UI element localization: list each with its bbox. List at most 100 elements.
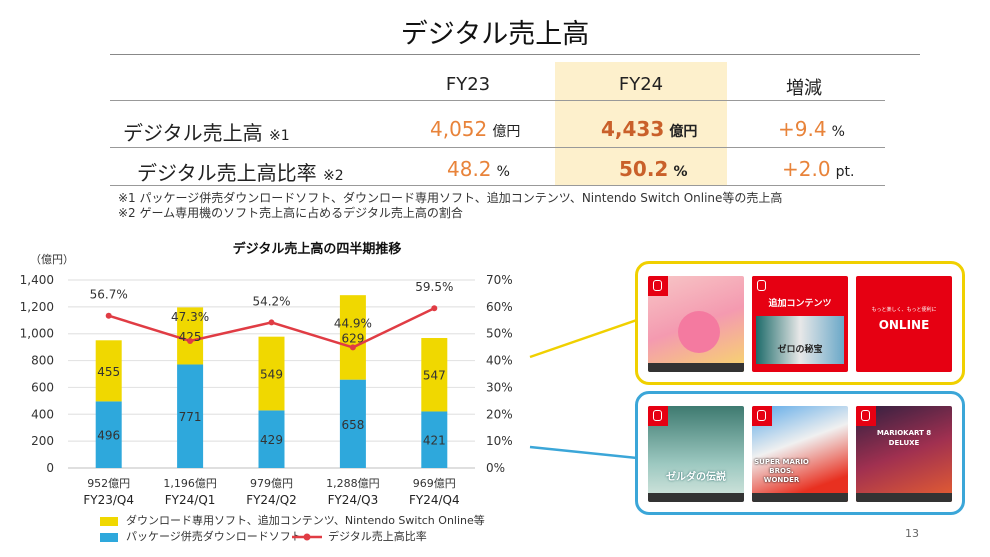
value: 48.2 (447, 157, 492, 181)
legend-label: デジタル売上高比率 (328, 530, 427, 543)
y-tick-label: 1,400 (20, 273, 54, 287)
total-label: 952億円 (87, 477, 130, 490)
bar-value-label: 455 (97, 365, 120, 379)
card-text: ゼルダの伝説 (666, 472, 726, 483)
card-footer (752, 493, 848, 502)
legend-swatch (100, 516, 118, 526)
value: +9.4 (778, 117, 827, 141)
connector-digital (529, 318, 638, 359)
note-mark: ※2 (322, 168, 344, 184)
bar-package (258, 410, 285, 468)
unit: % (673, 164, 688, 180)
change-digital-ratio: +2.0 pt. (782, 157, 855, 181)
table-divider (110, 185, 885, 186)
ratio-point (268, 319, 275, 326)
bar-download (421, 338, 448, 412)
note-mark: ※1 (268, 128, 290, 144)
bar-value-label: 629 (341, 331, 364, 345)
header-change: 増減 (786, 78, 822, 99)
bar-download (339, 295, 366, 380)
footnote-2: ※2 ゲーム専用機のソフト売上高に占めるデジタル売上高の割合 (118, 206, 463, 220)
y-axis-label: （億円） (30, 253, 74, 266)
bar-value-label: 429 (260, 433, 283, 447)
row-label-digital-ratio: デジタル売上高比率 ※2 (137, 157, 344, 186)
ratio-point (431, 305, 438, 312)
legend-label: パッケージ併売ダウンロードソフト (126, 530, 302, 543)
ratio-point (105, 312, 112, 319)
y-tick-label: 0 (46, 461, 54, 475)
y-tick-label: 1,000 (20, 327, 54, 341)
switch-logo-icon (648, 276, 668, 296)
mariokart-card: MARIOKART 8 DELUXE (856, 406, 952, 502)
footnote-1: ※1 パッケージ併売ダウンロードソフト、ダウンロード専用ソフト、追加コンテンツ、… (118, 191, 783, 205)
bar-download (95, 340, 122, 402)
package-products-group: ゼルダの伝説 SUPER MARIO BROS. WONDER MARIOKAR… (635, 391, 965, 515)
page-number: 13 (905, 527, 919, 540)
card-text: MARIOKART 8 DELUXE (876, 429, 932, 447)
quarterly-digital-sales-chart: デジタル売上高の四半期推移 （億円） 0 200 400 600 800 1,000 1,2… (20, 241, 513, 507)
legend-swatch (100, 532, 118, 542)
total-label: 979億円 (250, 477, 293, 490)
bar-package (177, 364, 204, 468)
y2-tick-label: 10% (486, 434, 513, 448)
y-tick-label: 200 (31, 434, 54, 448)
unit: 億円 (492, 124, 521, 140)
y-tick-label: 800 (31, 354, 54, 368)
value: 50.2 (619, 157, 669, 181)
bar-value-label: 496 (97, 429, 120, 443)
bar-value-label: 658 (341, 418, 364, 432)
label-text: デジタル売上高比率 (137, 161, 317, 185)
legend-item-download: ダウンロード専用ソフト、追加コンテンツ、Nintendo Switch Onli… (100, 512, 485, 528)
fy24-digital-ratio: 50.2 % (619, 157, 687, 181)
y2-tick-label: 60% (486, 300, 513, 314)
nso-card: もっと楽しく、もっと便利に ONLINE (856, 276, 952, 372)
x-tick-label: FY24/Q1 (165, 493, 216, 507)
ratio-label: 54.2% (252, 294, 290, 308)
header-fy24: FY24 (618, 74, 664, 95)
x-tick-label: FY24/Q3 (328, 493, 379, 507)
kirby-card (648, 276, 744, 372)
dlc-image: ゼロの秘宝 (756, 316, 844, 364)
legend-item-package: パッケージ併売ダウンロードソフト (100, 528, 302, 544)
x-tick-label: FY24/Q2 (246, 493, 297, 507)
card-footer (648, 363, 744, 372)
bar-value-label: 547 (423, 369, 446, 383)
value: 4,052 (430, 117, 488, 141)
label-text: デジタル売上高 (123, 121, 263, 145)
legend-label: ダウンロード専用ソフト、追加コンテンツ、Nintendo Switch Onli… (126, 514, 485, 527)
zelda-card: ゼルダの伝説 (648, 406, 744, 502)
y-tick-label: 1,200 (20, 300, 54, 314)
fy23-digital-ratio: 48.2 % (447, 157, 510, 181)
page-title: デジタル売上高 (400, 19, 590, 50)
table-divider (110, 147, 885, 148)
card-subtext: ゼロの秘宝 (777, 345, 823, 355)
card-text: 追加コンテンツ (768, 299, 832, 309)
card-subtext: もっと楽しく、もっと便利に (871, 307, 937, 313)
bar-value-label: 549 (260, 368, 283, 382)
kirby-image (678, 311, 720, 353)
y2-tick-label: 20% (486, 407, 513, 421)
table-divider (110, 100, 885, 101)
legend-item-ratio: デジタル売上高比率 (292, 528, 427, 544)
switch-logo-icon (752, 406, 772, 426)
bar-download (258, 336, 285, 411)
bar-download (177, 307, 204, 365)
unit: pt. (835, 164, 855, 180)
bar-value-label: 421 (423, 434, 446, 448)
ratio-label: 44.9% (334, 316, 372, 330)
card-footer (856, 493, 952, 502)
dlc-card: 追加コンテンツ ゼロの秘宝 (752, 276, 848, 372)
card-text: ONLINE (878, 318, 930, 332)
y2-tick-label: 0% (486, 461, 505, 475)
total-label: 969億円 (413, 477, 456, 490)
bar-value-label: 771 (179, 410, 202, 424)
card-text: SUPER MARIO BROS. WONDER (754, 458, 809, 484)
fy23-digital-sales: 4,052 億円 (430, 117, 520, 141)
change-digital-sales: +9.4 % (778, 117, 845, 141)
value: +2.0 (782, 157, 831, 181)
switch-logo-icon (752, 276, 772, 296)
total-label: 1,196億円 (163, 477, 217, 490)
bar-package (339, 379, 366, 468)
fy24-digital-sales: 4,433 億円 (601, 117, 697, 141)
